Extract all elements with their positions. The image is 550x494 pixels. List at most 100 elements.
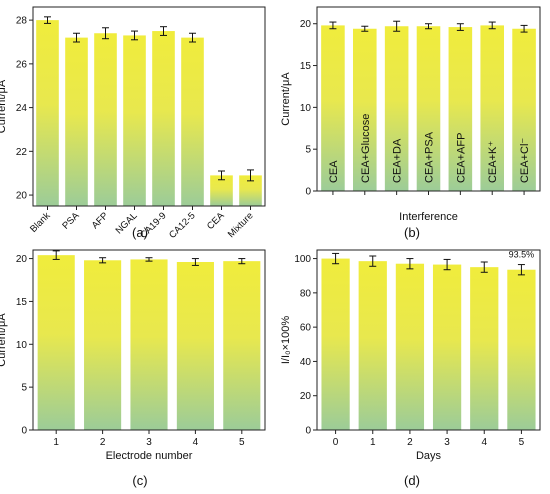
x-tick-label: 5 — [239, 437, 245, 448]
x-tick-label: 3 — [146, 437, 152, 448]
y-tick-label: 22 — [16, 147, 28, 158]
x-tick-label: Mixture — [226, 210, 256, 240]
bar-label-4: CEA+AFP — [455, 133, 467, 183]
y-tick-label: 20 — [16, 254, 28, 265]
x-tick-label: AFP — [90, 210, 111, 231]
x-tick-label: 0 — [333, 437, 339, 448]
y-tick-label: 0 — [305, 426, 311, 437]
error-bar-5 — [517, 264, 525, 276]
panel-label-b: (b) — [404, 225, 420, 240]
bar-label-2: CEA+DA — [392, 138, 404, 183]
y-tick-label: 26 — [16, 59, 28, 70]
y-tick-label: 80 — [300, 288, 312, 299]
x-tick-label: 4 — [193, 437, 199, 448]
y-tick-label: 24 — [16, 103, 28, 114]
bar-label-6: CEA+Cl⁻ — [519, 138, 531, 183]
error-bar-4 — [480, 261, 488, 273]
error-bar-CEA+PSA — [425, 23, 432, 30]
error-bar-Mixture — [247, 169, 254, 182]
bar-1 — [358, 261, 387, 430]
x-axis-label: Interference — [399, 211, 458, 223]
error-bar-CA19-9 — [160, 26, 167, 36]
bar-CEA+Cl⁻ — [512, 28, 536, 192]
error-bar-CEA — [218, 170, 225, 181]
y-tick-label: 40 — [300, 357, 312, 368]
x-tick-label: 2 — [407, 437, 413, 448]
bar-label-1: CEA+Glucose — [360, 114, 372, 183]
bar-CA19-9 — [152, 31, 175, 206]
value-annotation: 93.5% — [509, 250, 535, 260]
error-bar-CEA+DA — [393, 20, 401, 32]
error-bar-CEA — [329, 21, 337, 30]
y-tick-label: 10 — [300, 103, 312, 114]
y-tick-label: 0 — [305, 187, 311, 198]
x-tick-label: 5 — [519, 437, 525, 448]
error-bar-CA12-5 — [189, 32, 196, 43]
x-tick-label: 4 — [481, 437, 487, 448]
bar-4 — [470, 267, 499, 430]
bar-label-0: CEA — [328, 160, 340, 183]
bar-label-3: CEA+PSA — [424, 131, 436, 183]
x-axis-label: Days — [416, 450, 442, 462]
error-bar-AFP — [102, 27, 109, 40]
error-bar-CEA+AFP — [456, 23, 464, 31]
bar-Mixture — [239, 175, 262, 206]
error-bar-CEA+Glucose — [361, 25, 369, 32]
x-tick-label: 1 — [53, 437, 59, 448]
chart-panel-3: 0 5 10 15 20 1 2 3 4 5 Current/μA Electrode number — [0, 249, 266, 462]
bar-CEA+DA — [384, 26, 409, 192]
panel-label-a: (a) — [132, 225, 148, 240]
bar-CEA+AFP — [448, 27, 473, 192]
error-bar-PSA — [73, 32, 80, 43]
bar-CEA+Glucose — [352, 28, 377, 192]
bar-1 — [37, 255, 75, 430]
y-tick-label: 60 — [300, 323, 312, 334]
y-axis-label: I/I₀×100% — [280, 316, 292, 365]
error-bar-CEA+K⁺ — [488, 21, 496, 30]
x-tick-label: Blank — [28, 210, 53, 235]
error-bar-2 — [99, 257, 107, 264]
bar-0 — [321, 258, 350, 430]
bar-CA12-5 — [181, 37, 204, 206]
error-bar-4 — [191, 258, 199, 266]
x-tick-label: 1 — [370, 437, 376, 448]
bar-AFP — [94, 33, 117, 206]
error-bar-CEA+Cl⁻ — [520, 24, 528, 33]
y-tick-label: 15 — [16, 297, 28, 308]
y-tick-label: 20 — [16, 191, 28, 202]
x-tick-label: 2 — [100, 437, 106, 448]
error-bar-NGAL — [131, 30, 138, 41]
bar-CEA — [321, 25, 345, 192]
bar-NGAL — [123, 35, 146, 206]
y-tick-label: 20 — [300, 391, 312, 402]
error-bar-0 — [332, 252, 340, 265]
error-bar-3 — [443, 258, 451, 271]
panel-label-d: (d) — [404, 473, 420, 488]
y-tick-label: 0 — [21, 426, 27, 437]
error-bar-2 — [406, 258, 414, 270]
x-tick-label: PSA — [60, 210, 82, 232]
bar-5 — [223, 261, 261, 430]
bar-Blank — [36, 20, 59, 206]
y-tick-label: 28 — [16, 16, 28, 27]
bar-CEA — [210, 175, 233, 206]
error-bar-5 — [238, 258, 246, 265]
plot-frame — [32, 6, 266, 207]
bar-CEA+K⁺ — [480, 25, 505, 192]
y-tick-label: 20 — [300, 19, 312, 30]
x-axis-label: Electrode number — [106, 450, 193, 462]
bar-2 — [395, 263, 425, 430]
chart-panel-4: 0 20 40 60 80 100 0 1 2 3 4 5 I/I₀×100% Days 93.5% — [280, 249, 541, 462]
bar-2 — [84, 260, 122, 430]
bar-label-5: CEA+K⁺ — [487, 141, 499, 183]
y-tick-label: 10 — [16, 340, 28, 351]
x-tick-label: CA12-5 — [167, 210, 198, 241]
y-tick-label: 15 — [300, 61, 312, 72]
bar-PSA — [65, 37, 88, 206]
x-tick-label: CEA — [205, 210, 227, 232]
y-tick-label: 5 — [305, 145, 311, 156]
plot-frame — [316, 249, 541, 431]
bar-4 — [176, 262, 214, 430]
